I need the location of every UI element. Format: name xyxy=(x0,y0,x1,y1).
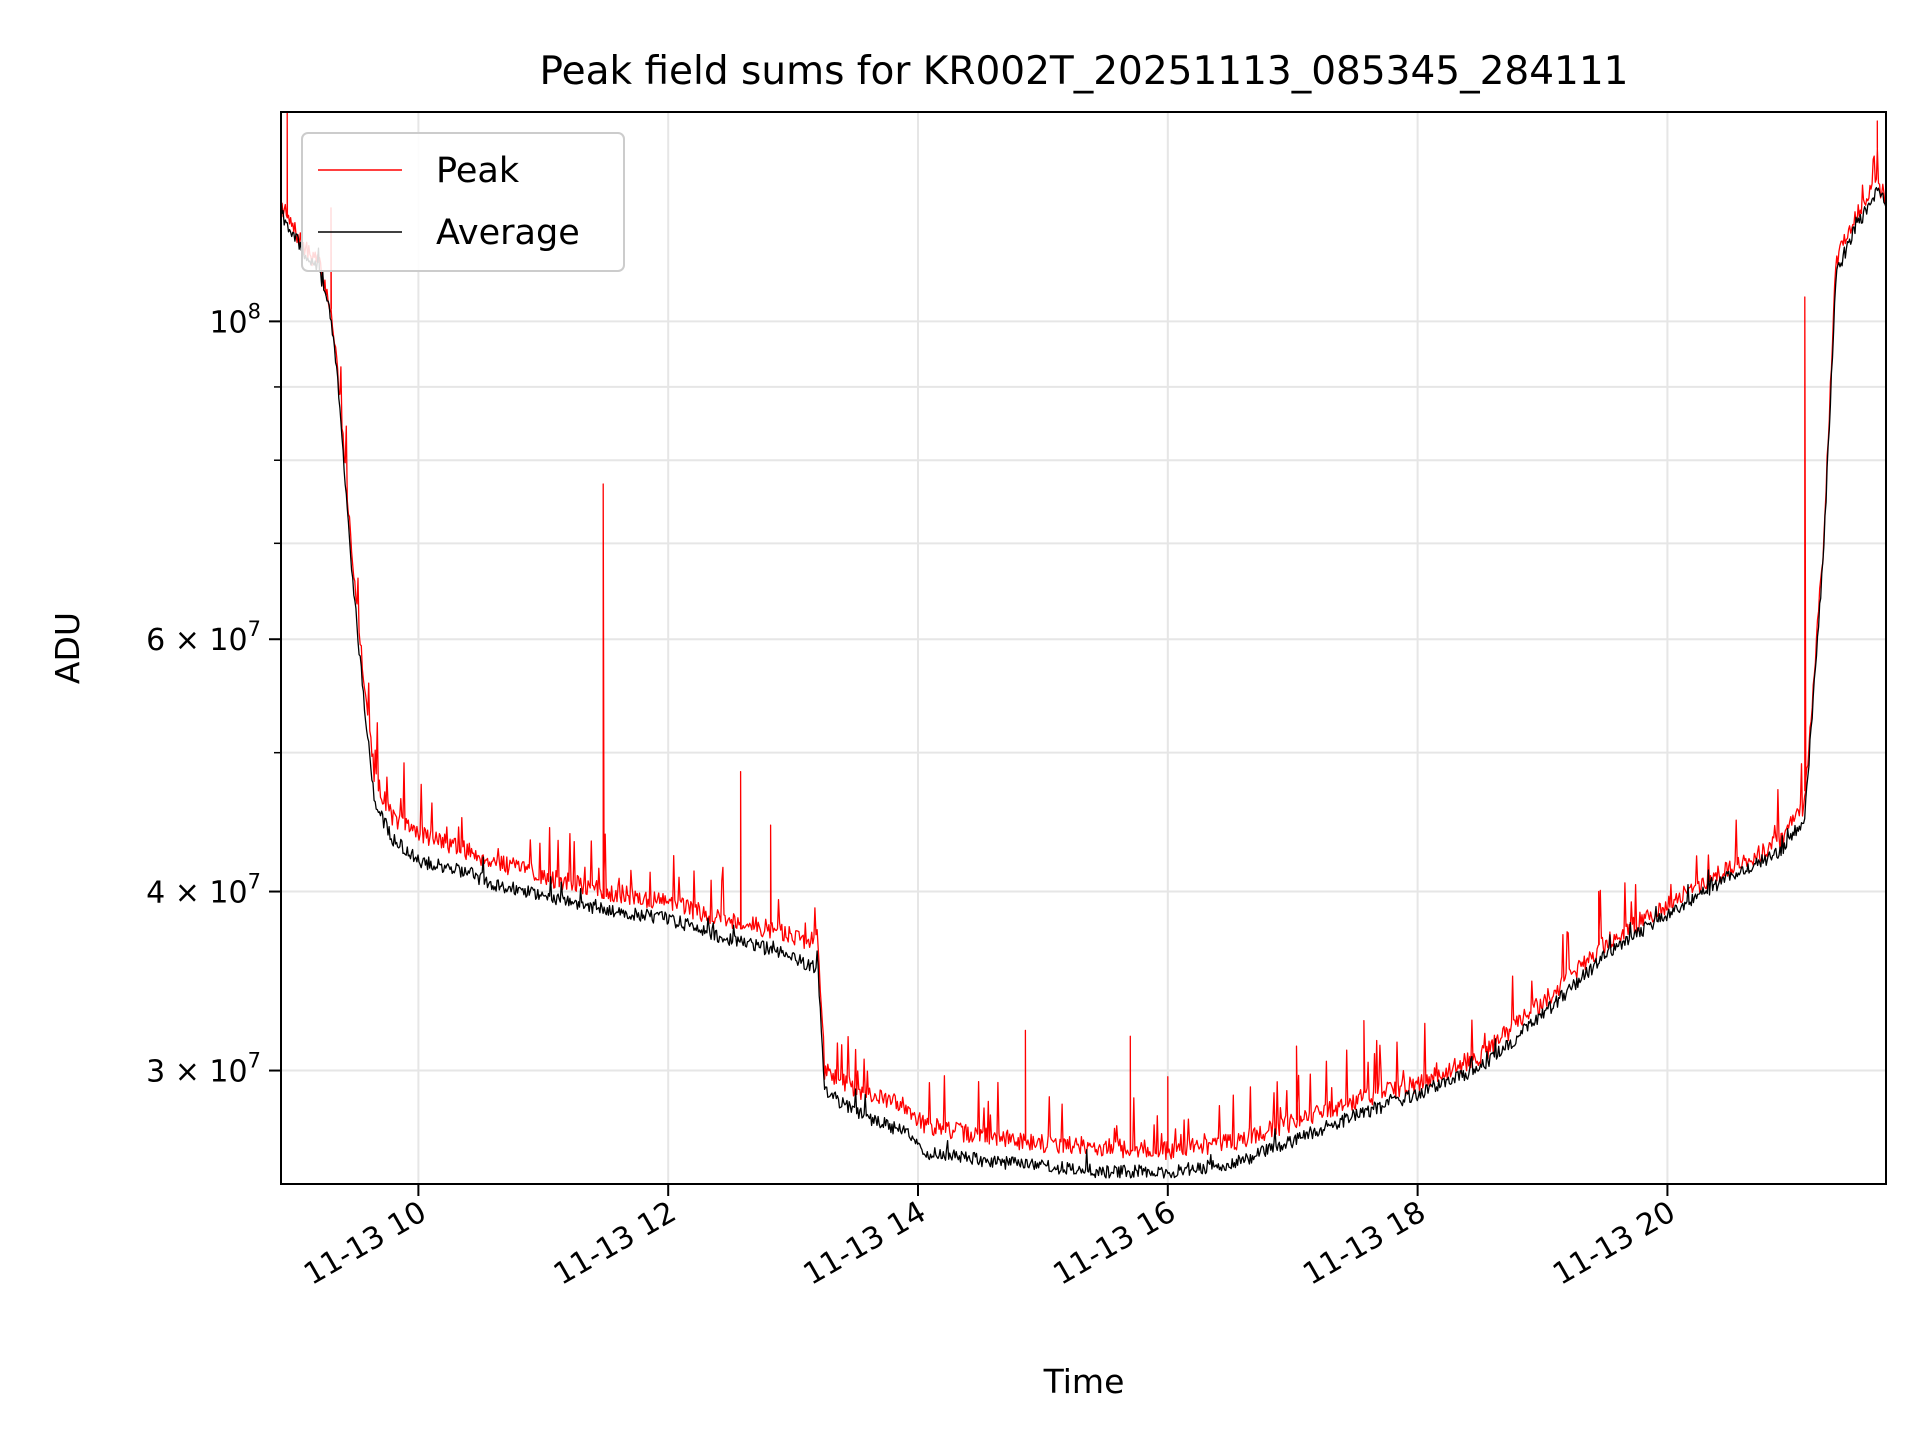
y-tick-label-exponent: 7 xyxy=(248,617,261,641)
y-tick-label-base: 6 × 10 xyxy=(146,623,247,658)
y-tick-label-exponent: 7 xyxy=(248,1049,261,1073)
series-layer xyxy=(280,111,1887,1179)
legend-box xyxy=(301,132,625,272)
y-tick-label-exponent: 7 xyxy=(248,870,261,894)
legend: Peak Average xyxy=(301,132,625,272)
plot-frame xyxy=(280,111,1887,1185)
grid xyxy=(281,112,1886,1184)
chart-title: Peak field sums for KR002T_20251113_0853… xyxy=(539,49,1628,94)
y-tick-label-base: 10 xyxy=(209,305,247,340)
series-line-average xyxy=(280,186,1887,1179)
legend-label-peak: Peak xyxy=(436,151,520,191)
y-tick-label: 4 × 107 xyxy=(146,870,261,911)
series-line-peak xyxy=(280,111,1887,1161)
y-axis-label: ADU xyxy=(48,612,87,684)
y-tick-label-base: 4 × 10 xyxy=(146,876,247,911)
y-tick-label: 108 xyxy=(209,299,261,340)
x-axis-label: Time xyxy=(1043,1362,1125,1401)
y-tick-label-base: 3 × 10 xyxy=(146,1055,247,1090)
legend-label-average: Average xyxy=(436,213,580,253)
y-tick-label: 6 × 107 xyxy=(146,617,261,658)
y-tick-label: 3 × 107 xyxy=(146,1049,261,1090)
y-tick-label-exponent: 8 xyxy=(248,299,261,323)
